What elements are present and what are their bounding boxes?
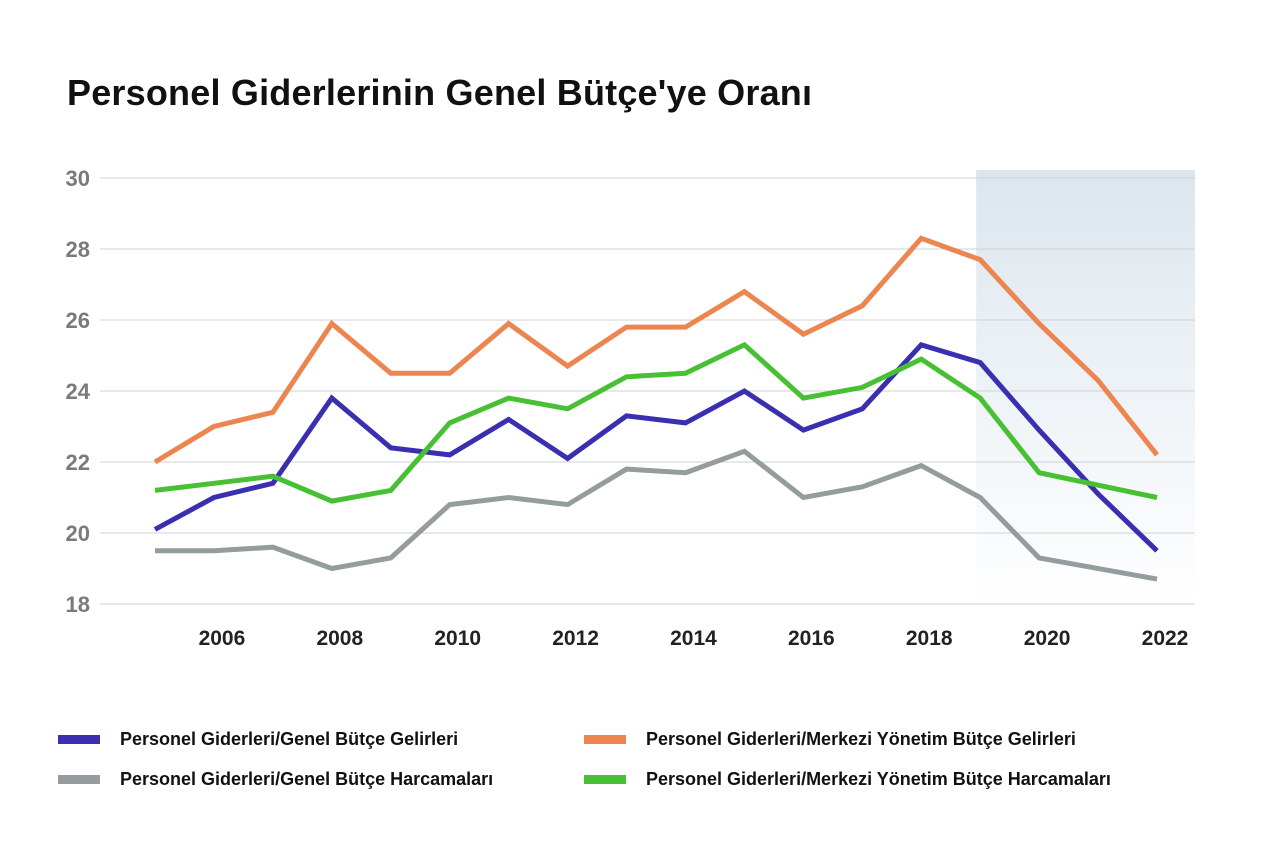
grid-lines <box>100 177 1195 605</box>
x-tick-label: 2022 <box>1142 627 1189 650</box>
x-axis: 2006 2008 2010 2012 2014 2016 2018 2020 2022 <box>199 627 1189 650</box>
chart-title: Personel Giderlerinin Genel Bütçe'ye Ora… <box>67 72 813 113</box>
y-tick-label: 20 <box>66 521 90 546</box>
x-tick-label: 2016 <box>788 627 835 650</box>
series-line-2 <box>153 235 1159 465</box>
x-tick-label: 2006 <box>199 627 246 650</box>
x-tick-label: 2020 <box>1024 627 1071 650</box>
x-tick-label: 2010 <box>434 627 481 650</box>
y-axis: 18 20 22 24 26 28 30 <box>66 166 91 617</box>
x-tick-label: 2008 <box>316 627 363 650</box>
y-tick-label: 28 <box>66 237 90 262</box>
highlight-region <box>976 170 1195 604</box>
y-tick-label: 22 <box>66 450 90 475</box>
x-tick-label: 2012 <box>552 627 599 650</box>
series-line-1 <box>153 341 1159 553</box>
y-tick-label: 26 <box>66 308 90 333</box>
series-line-3 <box>155 448 1158 582</box>
y-tick-label: 30 <box>66 166 90 191</box>
y-tick-label: 24 <box>66 379 91 404</box>
x-tick-label: 2014 <box>670 627 717 650</box>
x-tick-label: 2018 <box>906 627 953 650</box>
series-lines <box>153 235 1159 582</box>
y-tick-label: 18 <box>66 592 90 617</box>
series-line-4 <box>154 341 1158 504</box>
